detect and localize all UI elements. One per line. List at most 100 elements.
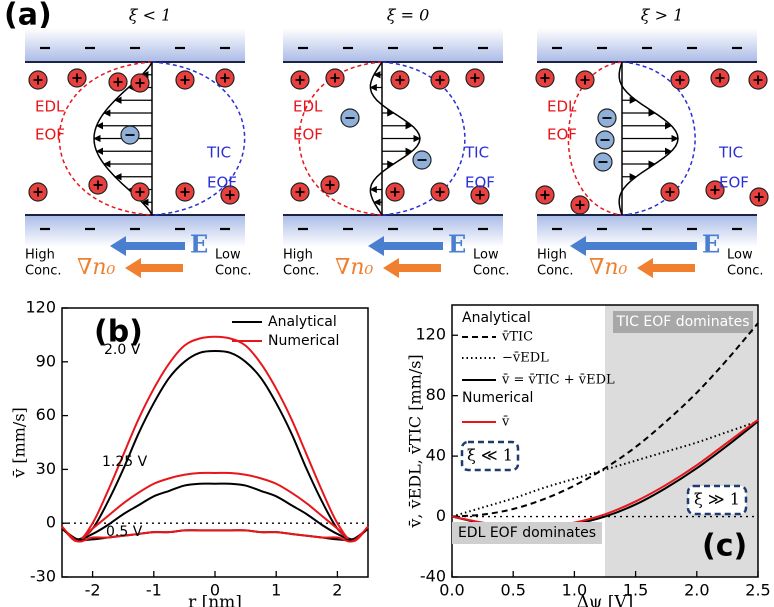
curve-annotation: 2.0 V xyxy=(104,342,141,358)
y-tick-label: 90 xyxy=(36,351,56,370)
eof-label: EOF xyxy=(719,174,749,192)
conc-label: Conc. xyxy=(25,264,62,279)
eof-label: EOF xyxy=(293,126,323,144)
x-tick-label: 1 xyxy=(271,581,281,600)
x-tick-label: 2 xyxy=(332,581,342,600)
series-line xyxy=(61,471,369,543)
y-tick-label: 40 xyxy=(426,446,446,465)
eof-label: EOF xyxy=(465,174,495,192)
conc-label: Conc. xyxy=(283,264,320,279)
x-axis-label: Δψ [V] xyxy=(577,593,634,607)
y-tick-label: 30 xyxy=(36,459,56,478)
y-tick-label: 60 xyxy=(36,405,56,424)
tic-label: TIC xyxy=(206,144,231,162)
edl-label: EDL xyxy=(547,98,577,116)
x-tick-label: 1.5 xyxy=(623,581,648,600)
legend-label: Analytical xyxy=(268,314,337,330)
region-label: TIC EOF dominates xyxy=(615,314,749,330)
x-tick-label: 0 xyxy=(210,581,220,600)
arrow-head xyxy=(110,236,126,256)
y-tick-label: 120 xyxy=(415,325,446,344)
curve-annotation: 1.25 V xyxy=(102,454,148,470)
y-tick-label: 0 xyxy=(46,513,56,532)
legend-label: v̄ xyxy=(501,415,510,430)
series-line xyxy=(61,350,369,541)
conc-label: Conc. xyxy=(727,264,764,279)
annotation-box xyxy=(686,484,748,516)
annotation: ξ ≫ 1 xyxy=(694,490,740,509)
x-tick-label: 2.0 xyxy=(684,581,709,600)
wall xyxy=(283,215,503,247)
annotation-box xyxy=(452,522,602,544)
field-label: E xyxy=(448,230,466,259)
series-line xyxy=(451,420,759,518)
wall xyxy=(25,28,245,62)
legend-group: Analytical xyxy=(462,310,531,326)
tic-profile xyxy=(381,61,466,216)
edl-profile xyxy=(298,61,383,216)
plot-frame xyxy=(451,304,759,578)
subpanel-title: ξ < 1 xyxy=(129,6,172,25)
legend-label: v̄ = v̄TIC + v̄EDL xyxy=(501,373,615,388)
panel-label: (b) xyxy=(94,315,143,350)
wall xyxy=(537,28,757,62)
x-tick-label: -1 xyxy=(146,581,162,600)
low-label: Low xyxy=(727,248,753,263)
high-label: High xyxy=(283,248,313,263)
eof-label: EOF xyxy=(207,174,237,192)
tic-label: TIC xyxy=(464,144,489,162)
gradient-label: ∇n₀ xyxy=(589,255,628,280)
series-line xyxy=(61,526,369,543)
edl-label: EDL xyxy=(293,98,323,116)
y-tick-label: -40 xyxy=(420,567,446,586)
x-tick-label: 0.5 xyxy=(500,581,525,600)
x-tick-label: -2 xyxy=(85,581,101,600)
subpanel-title: ξ = 0 xyxy=(387,6,430,25)
panel-label: (a) xyxy=(4,0,52,33)
high-label: High xyxy=(25,248,55,263)
eof-label: EOF xyxy=(35,126,65,144)
low-label: Low xyxy=(215,248,241,263)
high-label: High xyxy=(537,248,567,263)
field-label: E xyxy=(190,230,208,259)
legend-label: Numerical xyxy=(268,333,339,349)
region-label-box xyxy=(613,311,753,333)
series-line xyxy=(61,335,369,543)
arrow-head xyxy=(368,236,384,256)
wall xyxy=(25,215,245,247)
conc-label: Conc. xyxy=(473,264,510,279)
eof-label: EOF xyxy=(547,126,577,144)
arrow-head xyxy=(125,258,141,278)
x-axis-label: r [nm] xyxy=(188,593,242,607)
gradient-label: ∇n₀ xyxy=(335,255,374,280)
wall xyxy=(537,215,757,247)
conc-label: Conc. xyxy=(215,264,252,279)
conc-label: Conc. xyxy=(537,264,574,279)
y-axis-label: v̄ [mm/s] xyxy=(10,407,29,479)
edl-label: EDL xyxy=(35,98,65,116)
field-label: E xyxy=(702,230,720,259)
annotation-box xyxy=(460,440,520,472)
arrow-head xyxy=(570,236,586,256)
series-line xyxy=(61,482,369,541)
arrow-head xyxy=(637,258,653,278)
legend-label: −v̄EDL xyxy=(502,351,549,366)
subpanel-title: ξ > 1 xyxy=(641,6,684,25)
x-tick-label: 0.0 xyxy=(439,581,464,600)
y-tick-label: 120 xyxy=(25,298,56,317)
x-tick-label: 1.0 xyxy=(562,581,587,600)
gradient-label: ∇n₀ xyxy=(77,255,116,280)
annotation: EDL EOF dominates xyxy=(458,525,596,541)
annotation: ξ ≪ 1 xyxy=(467,446,513,465)
series-line xyxy=(451,322,759,518)
arrow-head xyxy=(383,258,399,278)
y-tick-label: 0 xyxy=(436,506,446,525)
y-tick-label: 80 xyxy=(426,385,446,404)
wall xyxy=(283,28,503,62)
legend-group: Numerical xyxy=(462,390,533,406)
tic-label: TIC xyxy=(718,144,743,162)
panel-label: (c) xyxy=(702,529,747,564)
low-label: Low xyxy=(473,248,499,263)
y-axis-label: v̄, v̄EDL, v̄TIC [mm/s] xyxy=(406,354,425,528)
